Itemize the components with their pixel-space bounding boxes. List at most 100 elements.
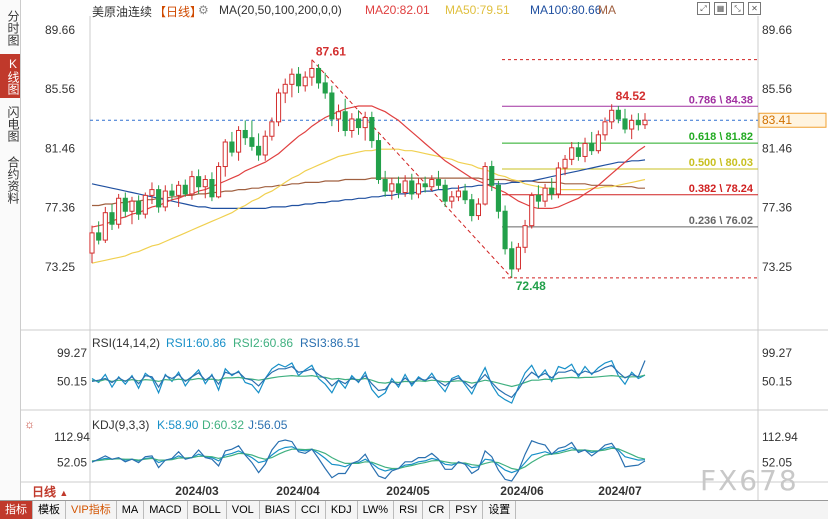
candle-body bbox=[275, 92, 282, 123]
ma-indicator-label[interactable]: MA(20,50,100,200,0,0) bbox=[219, 3, 342, 17]
candle-body bbox=[549, 187, 555, 195]
candle-body bbox=[569, 147, 575, 160]
period-selector[interactable]: 日线 ▲ bbox=[20, 484, 92, 500]
rsi2-value: RSI2:60.86 bbox=[233, 336, 294, 350]
toolbar-item[interactable]: VIP指标 bbox=[66, 501, 117, 519]
toolbar-item[interactable]: MA bbox=[117, 501, 145, 519]
indicator-tick-left: 99.27 bbox=[57, 346, 87, 360]
candle-body bbox=[449, 196, 455, 202]
candle-body bbox=[575, 147, 581, 157]
sidebar-tab-contract-info[interactable]: 合约资料 bbox=[6, 156, 20, 204]
candle-body bbox=[216, 166, 222, 198]
toolbar-item[interactable]: VOL bbox=[227, 501, 260, 519]
candle-body bbox=[382, 179, 388, 192]
price-tick-left: 89.66 bbox=[45, 23, 75, 37]
kdj-title[interactable]: KDJ(9,3,3) bbox=[92, 418, 150, 432]
candle-body bbox=[395, 183, 402, 193]
candle-body bbox=[302, 76, 308, 87]
candle-body bbox=[622, 118, 628, 130]
price-annotation: 72.48 bbox=[516, 279, 546, 293]
ma50-line bbox=[91, 148, 646, 264]
candle-body bbox=[249, 137, 255, 147]
price-tick-right: 81.46 bbox=[762, 141, 792, 155]
sidebar-tab-timeshare[interactable]: 分时图 bbox=[6, 10, 20, 46]
candle-body bbox=[509, 248, 515, 270]
price-tick-right: 77.36 bbox=[762, 200, 792, 214]
time-axis-tick: 2024/04 bbox=[276, 484, 320, 498]
indicator-tick-right: 99.27 bbox=[762, 346, 792, 360]
toolbar-item[interactable]: 模板 bbox=[33, 501, 66, 519]
candle-body bbox=[602, 121, 608, 136]
candle-body bbox=[309, 67, 315, 78]
kdj-settings-icon[interactable]: ☼ bbox=[24, 417, 35, 431]
ma-extra-value: MA bbox=[598, 3, 616, 17]
indicator-tick-left: 112.94 bbox=[54, 430, 90, 444]
toolbar-item[interactable]: 指标 bbox=[0, 501, 33, 519]
time-axis-tick: 2024/03 bbox=[175, 484, 219, 498]
toolbar-item[interactable]: CCI bbox=[296, 501, 326, 519]
candle-body bbox=[455, 190, 462, 198]
close-icon[interactable]: ✕ bbox=[748, 2, 761, 15]
candle-body bbox=[202, 179, 208, 188]
candle-body bbox=[122, 197, 128, 212]
fib-level-label: 0.236 \ 76.02 bbox=[689, 215, 753, 227]
candle-body bbox=[422, 183, 428, 188]
toolbar-item[interactable]: LW% bbox=[358, 501, 395, 519]
candle-body bbox=[295, 73, 302, 87]
grid-icon[interactable]: ▦ bbox=[714, 2, 727, 15]
sidebar-tab-flash[interactable]: 闪电图 bbox=[6, 106, 20, 142]
period-tag: 【日线】 bbox=[154, 5, 203, 19]
indicator-settings-icon[interactable]: ⚙ bbox=[198, 3, 209, 17]
candle-body bbox=[562, 158, 568, 169]
candle-body bbox=[515, 246, 521, 270]
indicator-tick-right: 52.05 bbox=[762, 456, 792, 470]
candle-body bbox=[529, 194, 535, 227]
candle-body bbox=[542, 187, 548, 202]
toolbar-item[interactable]: BOLL bbox=[188, 501, 227, 519]
toolbar-item[interactable]: RSI bbox=[394, 501, 424, 519]
toolbar-item[interactable]: KDJ bbox=[326, 501, 358, 519]
candle-body bbox=[369, 117, 375, 142]
price-tick-left: 73.25 bbox=[45, 260, 75, 274]
candle-body bbox=[169, 190, 175, 196]
candle-body bbox=[495, 184, 501, 212]
time-axis-tick: 2024/07 bbox=[598, 484, 642, 498]
fib-trend-line bbox=[311, 59, 513, 279]
watermark: FX678 bbox=[700, 464, 799, 497]
ma100-value: MA100:80.66 bbox=[530, 3, 602, 17]
candle-body bbox=[129, 200, 135, 212]
collapse-icon[interactable]: ⤡ bbox=[731, 2, 744, 15]
time-axis-tick: 2024/05 bbox=[386, 484, 430, 498]
candle-body bbox=[96, 232, 102, 241]
candle-body bbox=[116, 197, 122, 225]
candle-body bbox=[595, 134, 601, 152]
toolbar-item[interactable]: BIAS bbox=[260, 501, 296, 519]
candle-body bbox=[342, 111, 348, 131]
toolbar-item[interactable]: PSY bbox=[450, 501, 484, 519]
kdj-k-value: K:58.90 bbox=[157, 418, 199, 432]
candle-body bbox=[522, 225, 528, 248]
candle-body bbox=[196, 176, 202, 188]
rsi-title[interactable]: RSI(14,14,2) bbox=[92, 336, 161, 350]
fib-level-label: 0.618 \ 81.82 bbox=[689, 131, 753, 143]
candle-body bbox=[362, 117, 368, 129]
candle-body bbox=[415, 183, 422, 195]
period-label: 日线 bbox=[32, 485, 57, 499]
fib-level-label: 0.500 \ 80.03 bbox=[689, 157, 753, 169]
sidebar-tab-kline[interactable]: K线图 bbox=[0, 54, 20, 98]
price-tick-right: 85.56 bbox=[762, 82, 792, 96]
toolbar-item[interactable]: 设置 bbox=[483, 501, 517, 519]
indicator-tick-right: 112.94 bbox=[762, 430, 798, 444]
candle-body bbox=[282, 83, 288, 94]
candle-body bbox=[629, 119, 635, 130]
price-tick-right: 89.66 bbox=[762, 23, 792, 37]
toolbar-item[interactable]: CR bbox=[423, 501, 451, 519]
candle-body bbox=[89, 232, 95, 254]
kline-chart[interactable]: 89.66 89.66 85.56 85.56 81.46 81.46 77.36 77.36… bbox=[0, 0, 828, 500]
indicator-tick-left: 50.15 bbox=[57, 374, 87, 388]
candle-body bbox=[142, 194, 148, 215]
toolbar-item[interactable]: MACD bbox=[144, 501, 188, 519]
candle-body bbox=[535, 194, 541, 202]
candle-body bbox=[469, 199, 475, 217]
expand-icon[interactable]: ⤢ bbox=[697, 2, 710, 15]
